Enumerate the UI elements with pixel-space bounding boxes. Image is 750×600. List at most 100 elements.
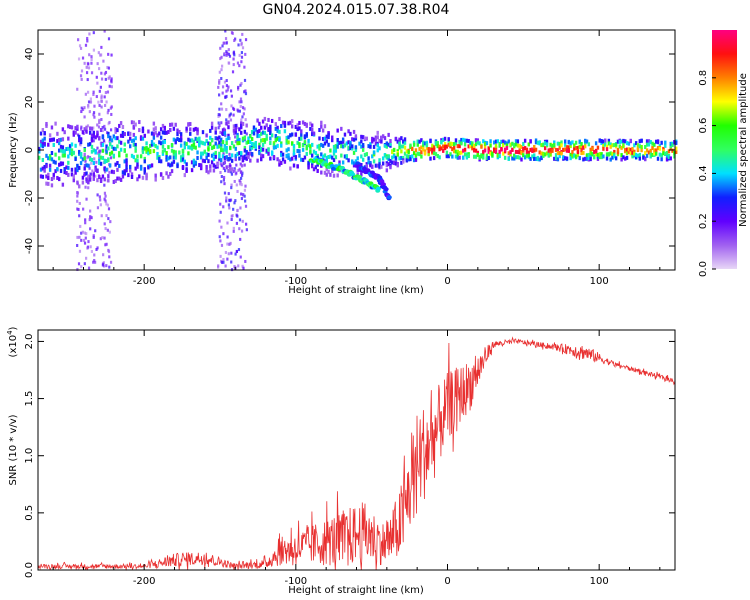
snr-x-tick-label: -200 [133, 576, 156, 587]
spectrogram-cell [673, 150, 676, 155]
spectrogram-cell [392, 161, 396, 166]
spectrogram-cell [367, 160, 370, 165]
spectrogram-cell [230, 153, 234, 158]
spectrogram-cell [281, 120, 285, 125]
spectrogram-cell [305, 146, 308, 151]
spectrogram-cell [74, 143, 77, 148]
spectrogram-cell [416, 139, 419, 144]
spectrogram-cell [254, 145, 257, 150]
spectrogram-cell [181, 153, 185, 158]
spectrogram-scatter-cell [230, 186, 233, 190]
spectrogram-cell [507, 139, 510, 144]
spectrogram-cell [576, 150, 580, 155]
spectrogram-cell [76, 124, 79, 129]
spectrogram-cell [547, 148, 550, 153]
spectrogram-cell [196, 155, 199, 160]
spectrogram-cell [436, 141, 439, 146]
spectrogram-scatter-cell [225, 108, 228, 112]
spectrogram-cell [422, 143, 425, 148]
spectrogram-cell [179, 132, 183, 137]
spectrogram-cell [43, 131, 46, 136]
spectrogram-cell [349, 142, 352, 147]
spectrogram-cell [272, 154, 276, 159]
spectrogram-cell [662, 146, 665, 151]
spectrogram-cell [116, 161, 119, 166]
spectrogram-scatter-cell [218, 219, 221, 223]
spectrogram-scatter-cell [241, 264, 244, 268]
spectrogram-cell [250, 129, 254, 134]
spectrogram-cell [391, 150, 394, 155]
spectrogram-cell [269, 131, 272, 136]
spectrogram-scatter-cell [227, 192, 230, 196]
spectrogram-cell [513, 153, 516, 158]
spectrogram-cell [321, 154, 325, 159]
spectrogram-cell [622, 155, 625, 160]
spectrogram-cell [665, 150, 669, 155]
spectrogram-cell [442, 137, 445, 142]
spectrogram-cell [92, 160, 95, 165]
spectrogram-cell [502, 151, 505, 156]
spectrogram-cell [285, 138, 288, 143]
spectrogram-cell [169, 155, 172, 160]
spectrogram-cell [533, 144, 536, 149]
spectrogram-cell [143, 133, 146, 138]
spectrogram-cell [212, 152, 216, 157]
spectrogram-cell [616, 147, 620, 152]
spectrogram-cell [360, 139, 363, 144]
spectrogram-cell [487, 147, 490, 152]
spectrogram-cell [119, 140, 123, 145]
spectrogram-cell [314, 151, 318, 156]
spectrogram-scatter-cell [100, 45, 103, 49]
snr-y-ticks: 0.00.51.01.52.0 [24, 333, 675, 578]
spectrogram-cell [398, 140, 401, 145]
spectrogram-cell [594, 149, 598, 154]
spectrogram-cell [203, 149, 207, 154]
spectrogram-cell [149, 150, 152, 155]
spectrogram-scatter-cell [93, 253, 96, 257]
spectrogram-cell [88, 174, 92, 179]
spectrogram-cell [65, 171, 68, 176]
spectrogram-scatter-cell [109, 128, 113, 132]
spectrogram-cell [218, 144, 221, 149]
spectrogram-cell [529, 139, 532, 144]
spectrogram-cell [400, 136, 403, 141]
spectrogram-cell [79, 152, 83, 157]
spectrogram-cell [50, 137, 54, 142]
spectrogram-cell [108, 136, 112, 141]
spectrogram-cell [116, 136, 119, 141]
spectrogram-cell [169, 122, 172, 127]
spectrogram-cell [516, 150, 520, 155]
spectrogram-cell [74, 157, 77, 162]
spectrogram-cell [543, 141, 547, 146]
spectrogram-cell [633, 151, 636, 156]
spectrogram-cell [205, 139, 208, 144]
spectrogram-cell [192, 163, 196, 168]
spectrogram-cell [658, 152, 662, 157]
spectrogram-cell [551, 148, 554, 153]
spectrogram-cell [494, 149, 498, 154]
spectrogram-cell [303, 135, 307, 140]
spectrogram-scatter-cell [85, 197, 88, 201]
colorbar-ticks: 0.00.20.40.60.8 [698, 70, 716, 277]
spectrogram-cell [667, 149, 671, 154]
spectrogram-cell [569, 141, 572, 146]
spectrogram-cell [48, 167, 52, 172]
spectrogram-scatter-cell [219, 46, 222, 50]
spectrogram-cell [611, 151, 614, 156]
spectrogram-cell [443, 136, 447, 141]
spectrogram-cell [39, 143, 43, 148]
spectrogram-cell [325, 134, 328, 139]
spectrogram-cell [340, 144, 343, 149]
spectrogram-cell [361, 168, 365, 173]
spectrogram-scatter-cell [232, 57, 235, 61]
spectrogram-cell [496, 139, 500, 144]
spectrogram-cell [298, 136, 301, 141]
spectrogram-cell [347, 158, 350, 163]
spectrogram-cell [553, 143, 556, 148]
spectrogram-cell [110, 144, 114, 149]
spectrogram-cell [92, 130, 95, 135]
spectrogram-cell [132, 120, 136, 125]
spectrogram-cell [372, 144, 376, 149]
